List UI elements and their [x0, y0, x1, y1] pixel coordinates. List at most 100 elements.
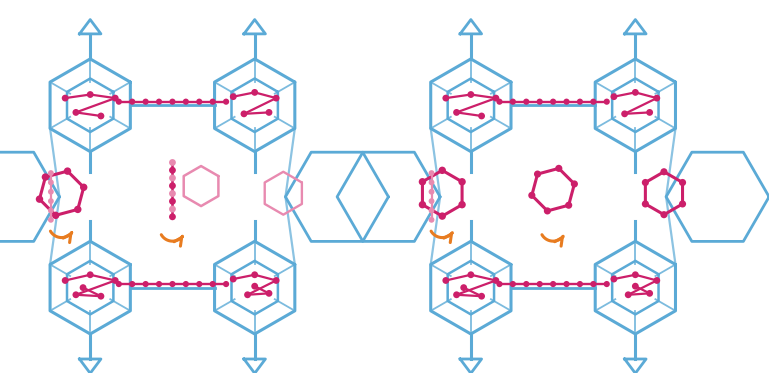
Point — [425, 189, 438, 195]
Point — [451, 292, 463, 298]
Point — [49, 212, 62, 218]
Point — [657, 212, 670, 218]
Point — [416, 202, 428, 208]
Point — [263, 109, 275, 115]
Point — [425, 170, 438, 176]
Point — [657, 169, 670, 175]
Point — [95, 113, 107, 119]
Point — [588, 99, 600, 105]
Point — [629, 272, 641, 278]
Point — [62, 168, 74, 174]
Point — [84, 91, 96, 97]
Point — [220, 99, 232, 105]
Point — [113, 99, 125, 105]
Point — [166, 183, 178, 189]
Point — [220, 281, 232, 287]
Point — [629, 90, 641, 95]
Point — [180, 281, 192, 287]
Point — [45, 179, 57, 185]
Point — [451, 109, 463, 115]
Point — [45, 217, 57, 223]
Point — [227, 276, 239, 282]
Point — [45, 189, 57, 195]
Point — [248, 90, 261, 95]
Point — [534, 99, 546, 105]
Point — [475, 293, 488, 299]
Point — [507, 281, 519, 287]
Point — [45, 170, 57, 176]
Point — [248, 283, 261, 289]
Point — [109, 95, 122, 101]
Point — [78, 184, 90, 190]
Point — [520, 99, 532, 105]
Point — [166, 206, 178, 212]
Point — [436, 213, 448, 219]
Point — [70, 109, 82, 115]
Point — [241, 292, 254, 298]
Point — [425, 179, 438, 185]
Point — [77, 285, 89, 291]
Point — [526, 192, 538, 198]
Point — [494, 281, 506, 287]
Point — [72, 206, 84, 212]
Point — [639, 179, 651, 185]
Point — [677, 179, 689, 185]
Point — [238, 111, 250, 117]
Point — [126, 99, 138, 105]
Point — [180, 99, 192, 105]
Point — [45, 198, 57, 204]
Point — [456, 179, 468, 185]
Point — [416, 179, 428, 185]
Point — [166, 99, 178, 105]
Point — [193, 281, 205, 287]
Point — [425, 217, 438, 223]
Point — [629, 283, 641, 289]
Point — [166, 175, 178, 181]
Point — [490, 278, 502, 283]
Point — [166, 281, 178, 287]
Point — [45, 207, 57, 213]
Point — [166, 198, 178, 204]
Point — [193, 99, 205, 105]
Point — [166, 214, 178, 220]
Point — [84, 272, 96, 278]
Point — [436, 167, 448, 173]
Point — [547, 99, 559, 105]
Point — [639, 201, 651, 207]
Point — [601, 281, 613, 287]
Point — [608, 94, 620, 100]
Point — [561, 99, 573, 105]
Point — [270, 278, 282, 283]
Point — [139, 99, 151, 105]
Point — [70, 292, 82, 298]
Point — [248, 272, 261, 278]
Point — [153, 99, 165, 105]
Point — [622, 292, 634, 298]
Point — [153, 281, 165, 287]
Point — [547, 281, 559, 287]
Point — [456, 202, 468, 208]
Point — [59, 278, 72, 283]
Point — [574, 99, 586, 105]
Point — [644, 109, 656, 115]
Point — [568, 181, 581, 187]
Point — [618, 111, 631, 117]
Point — [651, 95, 663, 101]
Point — [109, 278, 122, 283]
Point — [458, 285, 470, 291]
Point — [440, 278, 452, 283]
Point — [494, 99, 506, 105]
Point — [563, 202, 575, 208]
Point — [588, 281, 600, 287]
Point — [207, 99, 219, 105]
Point — [270, 95, 282, 101]
Point — [59, 95, 72, 101]
Point — [553, 165, 565, 171]
Point — [39, 174, 52, 180]
Point — [601, 99, 613, 105]
Point — [425, 207, 438, 213]
Point — [490, 95, 502, 101]
Point — [608, 276, 620, 282]
Point — [166, 160, 178, 166]
Point — [677, 201, 689, 207]
